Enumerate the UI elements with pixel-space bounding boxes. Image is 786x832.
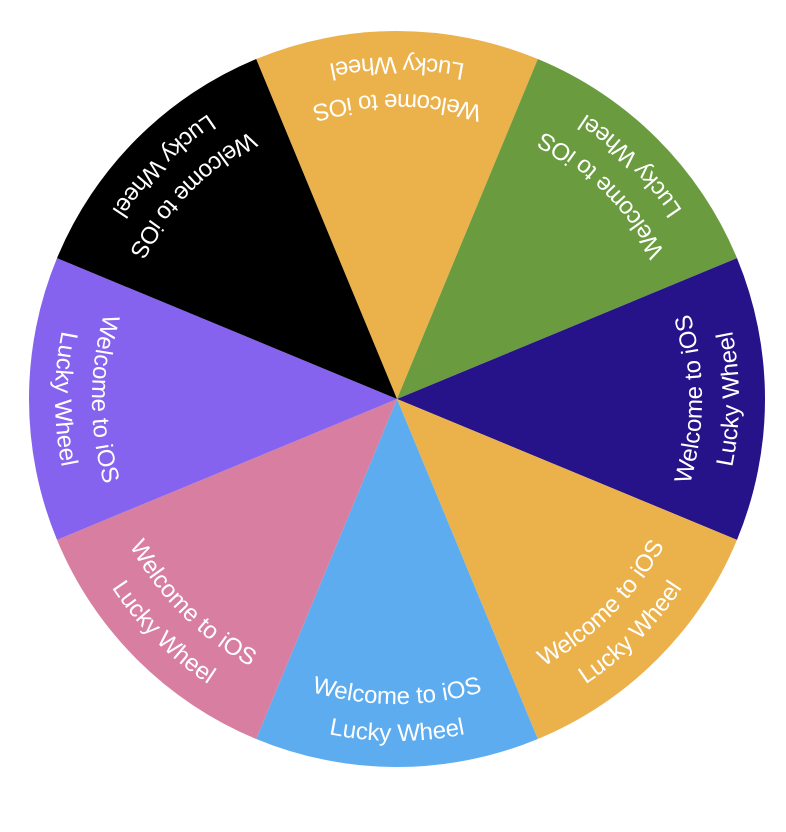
- wheel-slice: [256, 30, 538, 400]
- wheel-slice: [256, 399, 538, 768]
- wheel-slice: [57, 399, 397, 739]
- wheel-slice: [397, 59, 737, 399]
- wheel-slice: [28, 258, 398, 540]
- wheel-slice: [397, 258, 766, 540]
- wheel-slice: [57, 59, 397, 399]
- wheel-slices: [28, 30, 766, 768]
- wheel-slice: [397, 399, 737, 739]
